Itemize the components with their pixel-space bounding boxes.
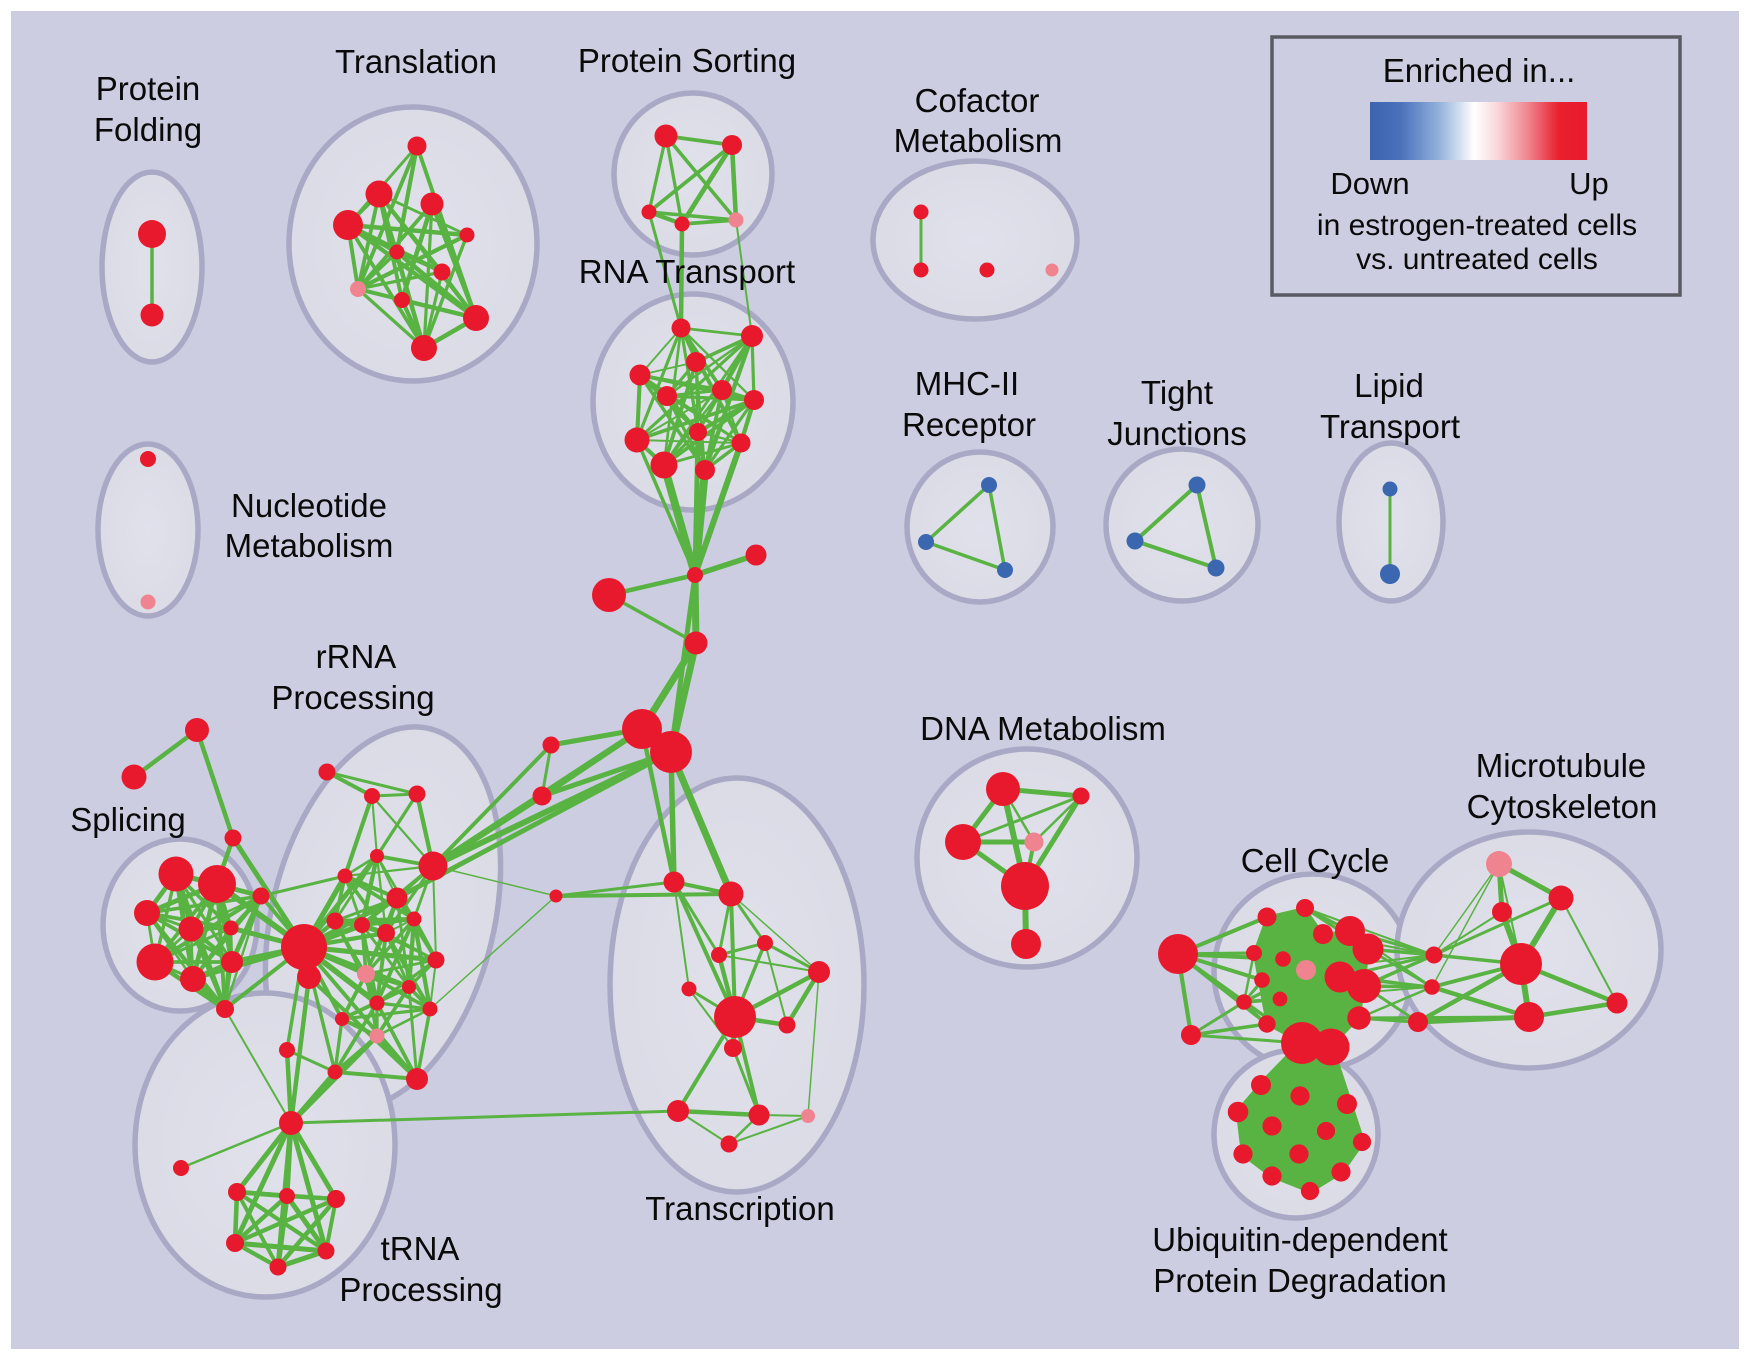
svg-text:Processing: Processing: [271, 679, 434, 716]
svg-text:Protein Degradation: Protein Degradation: [1153, 1262, 1447, 1299]
svg-text:Metabolism: Metabolism: [225, 527, 394, 564]
svg-text:Transport: Transport: [1320, 408, 1460, 445]
svg-text:Nucleotide: Nucleotide: [231, 487, 387, 524]
svg-text:Down: Down: [1330, 166, 1409, 201]
svg-text:RNA Transport: RNA Transport: [579, 253, 795, 290]
svg-text:Ubiquitin-dependent: Ubiquitin-dependent: [1152, 1221, 1447, 1258]
svg-text:Enriched in...: Enriched in...: [1383, 52, 1576, 89]
svg-text:Lipid: Lipid: [1354, 367, 1424, 404]
svg-text:Up: Up: [1569, 166, 1609, 201]
svg-text:Cell Cycle: Cell Cycle: [1241, 842, 1390, 879]
svg-text:Tight: Tight: [1141, 374, 1213, 411]
svg-text:in estrogen-treated cells: in estrogen-treated cells: [1317, 209, 1637, 242]
svg-text:rRNA: rRNA: [316, 638, 397, 675]
svg-text:tRNA: tRNA: [381, 1230, 460, 1267]
svg-text:Splicing: Splicing: [70, 801, 186, 838]
svg-text:Protein: Protein: [96, 70, 201, 107]
svg-text:Microtubule: Microtubule: [1476, 747, 1647, 784]
svg-text:Folding: Folding: [94, 111, 202, 148]
svg-text:Junctions: Junctions: [1107, 415, 1246, 452]
svg-text:Cofactor: Cofactor: [915, 82, 1040, 119]
svg-text:Translation: Translation: [335, 43, 497, 80]
svg-text:Receptor: Receptor: [902, 406, 1036, 443]
svg-text:vs. untreated cells: vs. untreated cells: [1356, 243, 1598, 276]
svg-text:Protein Sorting: Protein Sorting: [578, 42, 796, 79]
svg-text:Transcription: Transcription: [645, 1190, 835, 1227]
svg-text:DNA Metabolism: DNA Metabolism: [920, 710, 1166, 747]
svg-text:Processing: Processing: [339, 1271, 502, 1308]
svg-text:Metabolism: Metabolism: [894, 122, 1063, 159]
svg-text:MHC-II: MHC-II: [915, 365, 1019, 402]
svg-text:Cytoskeleton: Cytoskeleton: [1467, 788, 1658, 825]
